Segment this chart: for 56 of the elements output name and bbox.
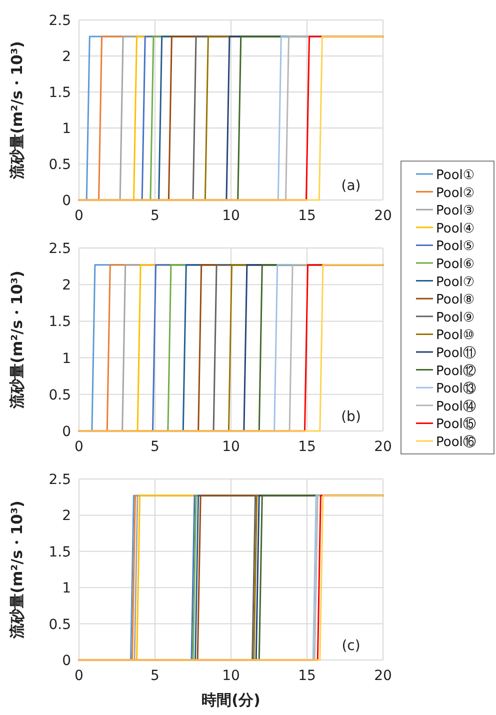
x-tick-label: 0 <box>74 439 84 455</box>
y-tick-label: 2.5 <box>48 472 71 488</box>
x-axis-title: 時間(分) <box>202 691 260 709</box>
x-tick-label: 5 <box>150 439 160 455</box>
legend-label: Pool⑯ <box>436 435 476 450</box>
x-tick-label: 15 <box>298 439 316 455</box>
legend-label: Pool② <box>436 186 475 201</box>
x-tick-label: 10 <box>222 439 240 455</box>
y-tick-label: 0.5 <box>48 387 71 404</box>
y-tick-label: 1.5 <box>48 314 71 330</box>
legend-label: Pool⑨ <box>436 310 475 326</box>
x-tick-label: 5 <box>150 208 160 224</box>
legend-label: Pool③ <box>436 204 475 219</box>
y-tick-label: 1 <box>62 350 71 367</box>
annotation: (b) <box>341 409 361 425</box>
y-tick-label: 0.5 <box>48 616 71 633</box>
y-tick-label: 0 <box>62 424 71 440</box>
legend-label: Pool⑫ <box>436 364 476 379</box>
legend-label: Pool④ <box>436 221 475 236</box>
y-tick-label: 0 <box>62 193 71 209</box>
y-axis-title: 流砂量(m²/s・10³) <box>8 270 26 410</box>
y-axis-title: 流砂量(m²/s・10³) <box>8 500 26 640</box>
x-tick-label: 20 <box>374 439 392 455</box>
x-tick-label: 10 <box>222 668 240 684</box>
y-tick-label: 0.5 <box>48 157 71 173</box>
x-tick-label: 20 <box>374 208 392 224</box>
y-tick-label: 1.5 <box>48 85 71 101</box>
x-tick-label: 20 <box>374 668 392 684</box>
legend-label: Pool⑧ <box>436 292 475 308</box>
y-tick-label: 2.5 <box>48 13 71 29</box>
legend-label: Pool① <box>436 168 475 183</box>
annotation: (a) <box>341 178 361 194</box>
y-tick-label: 2 <box>62 49 71 65</box>
x-tick-label: 10 <box>222 208 240 224</box>
legend-label: Pool⑪ <box>436 346 476 361</box>
legend-label: Pool⑥ <box>436 257 475 272</box>
y-axis-title: 流砂量(m²/s・10³) <box>8 41 26 180</box>
legend-label: Pool⑮ <box>436 417 476 432</box>
y-tick-label: 2 <box>62 508 71 524</box>
annotation: (c) <box>342 638 360 654</box>
y-tick-label: 1.5 <box>48 544 71 560</box>
y-tick-label: 2.5 <box>48 241 71 257</box>
legend-label: Pool⑬ <box>436 382 476 397</box>
legend-label: Pool⑭ <box>436 399 476 414</box>
legend-label: Pool⑤ <box>436 239 475 254</box>
x-tick-label: 0 <box>74 208 84 224</box>
legend-label: Pool⑩ <box>436 328 475 344</box>
legend-label: Pool⑦ <box>436 274 475 290</box>
y-tick-label: 0 <box>62 653 71 669</box>
x-tick-label: 0 <box>74 668 84 684</box>
x-tick-label: 15 <box>298 208 316 224</box>
y-tick-label: 1 <box>62 580 71 597</box>
y-tick-label: 1 <box>62 121 71 137</box>
x-tick-label: 5 <box>150 668 160 684</box>
x-tick-label: 15 <box>298 668 316 684</box>
y-tick-label: 2 <box>62 278 71 294</box>
